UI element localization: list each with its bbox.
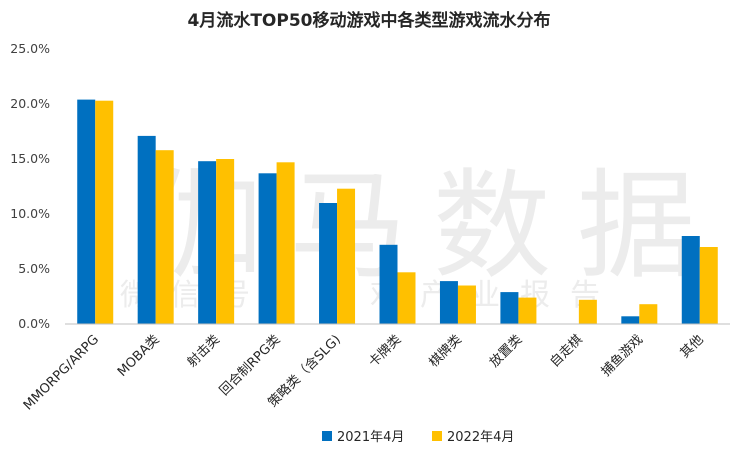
bar-series-1 bbox=[439, 281, 458, 324]
y-axis: 0.0% 5.0% 10.0% 15.0% 20.0% 25.0% bbox=[10, 41, 50, 331]
bar-series-1 bbox=[198, 161, 217, 324]
bar-series-1 bbox=[379, 244, 398, 324]
x-tick-label: 捕鱼游戏 bbox=[598, 332, 646, 380]
y-tick-label: 25.0% bbox=[10, 41, 50, 56]
x-tick-label: 射击类 bbox=[184, 332, 223, 371]
bar-series-2 bbox=[337, 188, 356, 324]
bar-series-2 bbox=[216, 159, 235, 324]
y-tick-label: 10.0% bbox=[10, 206, 50, 221]
x-tick-label: 回合制RPG类 bbox=[217, 332, 283, 398]
y-tick-label: 20.0% bbox=[10, 96, 50, 111]
y-tick-label: 15.0% bbox=[10, 151, 50, 166]
x-tick-label: MMORPG/ARPG bbox=[21, 332, 102, 413]
bar-series-2 bbox=[457, 285, 476, 324]
chart-title: 4月流水TOP50移动游戏中各类型游戏流水分布 bbox=[188, 10, 551, 31]
y-tick-label: 0.0% bbox=[18, 316, 50, 331]
bar-series-1 bbox=[77, 99, 96, 324]
bar-series-1 bbox=[500, 292, 519, 324]
bar-series-2 bbox=[95, 100, 114, 324]
bar-series-1 bbox=[621, 316, 640, 324]
x-tick-label: 放置类 bbox=[487, 332, 525, 370]
x-tick-label: 棋牌类 bbox=[426, 332, 465, 371]
x-tick-label: MOBA类 bbox=[115, 332, 163, 380]
legend-label: 2022年4月 bbox=[447, 430, 514, 445]
legend: 2021年4月 2022年4月 bbox=[322, 430, 514, 445]
legend-swatch bbox=[432, 431, 442, 441]
bar-series-2 bbox=[639, 304, 658, 324]
bar-series-1 bbox=[258, 173, 277, 324]
x-tick-label: 自走棋 bbox=[547, 332, 585, 370]
bars-group bbox=[77, 99, 718, 324]
y-tick-label: 5.0% bbox=[18, 261, 50, 276]
bar-series-2 bbox=[155, 150, 174, 324]
bar-series-1 bbox=[319, 203, 338, 324]
legend-label: 2021年4月 bbox=[337, 430, 404, 445]
bar-series-2 bbox=[578, 299, 597, 324]
bar-series-2 bbox=[518, 297, 537, 324]
bar-series-1 bbox=[137, 135, 156, 324]
legend-swatch bbox=[322, 431, 332, 441]
x-tick-label: 卡牌类 bbox=[365, 332, 404, 371]
bar-series-2 bbox=[276, 162, 295, 324]
x-tick-label: 其他 bbox=[678, 332, 707, 361]
bar-series-2 bbox=[699, 247, 718, 324]
bar-series-2 bbox=[397, 272, 416, 324]
bar-series-1 bbox=[681, 236, 700, 324]
